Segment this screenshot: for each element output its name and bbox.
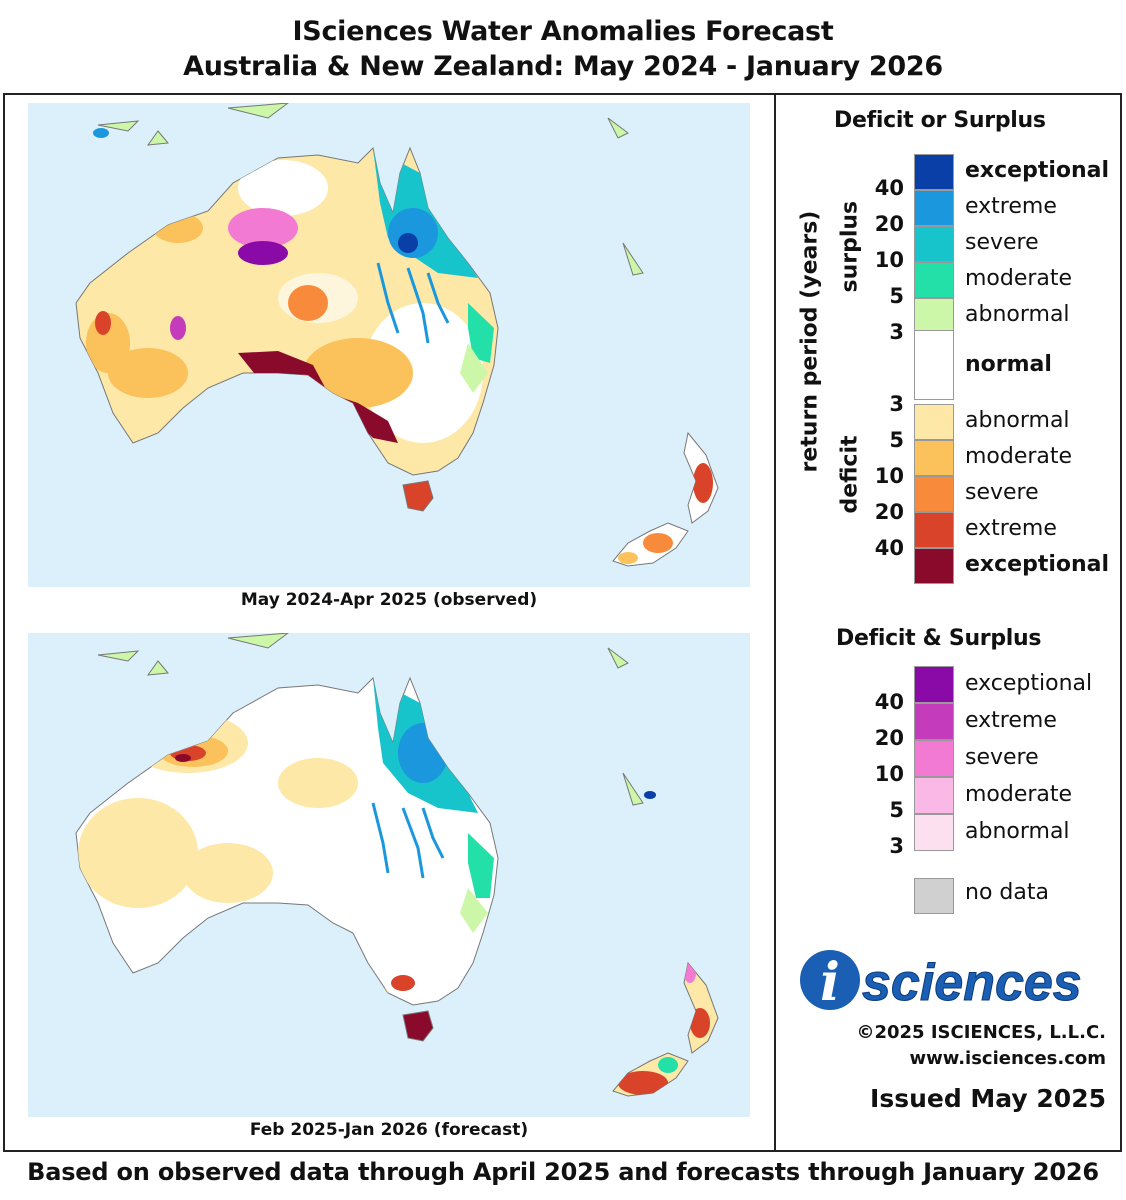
legend-surplus-label-extreme: extreme — [965, 194, 1057, 219]
legend-deficit-swatch-abnormal — [914, 404, 954, 440]
forecast-map-caption: Feb 2025-Jan 2026 (forecast) — [249, 1120, 529, 1140]
legend-deficit-label-moderate: moderate — [965, 444, 1073, 469]
new-zealand — [612, 961, 719, 1097]
legend-surplus-tick: 10 — [874, 248, 904, 272]
legend-deficit-tick: 40 — [874, 536, 904, 560]
legend-deficit-label: deficit — [837, 435, 863, 514]
panel-divider — [774, 93, 776, 1152]
legend-surplus-swatch-exceptional — [914, 154, 954, 190]
legend-deficit-swatch-exceptional — [914, 548, 954, 584]
legend-both-swatch-exceptional — [914, 666, 954, 703]
legend-both-label-abnormal: abnormal — [965, 818, 1070, 844]
legend-label-no-data: no data — [965, 880, 1049, 905]
legend-surplus-tick: 20 — [874, 212, 904, 236]
legend-both-tick: 40 — [874, 690, 904, 714]
legend-deficit-tick: 10 — [874, 464, 904, 488]
legend-swatch-no-data — [914, 878, 954, 914]
legend-both-label-moderate: moderate — [965, 781, 1073, 807]
footer-note: Based on observed data through April 202… — [27, 1158, 1099, 1186]
observed-map-caption: May 2024-Apr 2025 (observed) — [240, 590, 538, 610]
legend-both-swatch-extreme — [914, 703, 954, 740]
legend-surplus-label-exceptional: exceptional — [965, 158, 1110, 183]
legend-surplus-swatch-extreme — [914, 190, 954, 226]
legend-deficit-tick: 20 — [874, 500, 904, 524]
legend-both-label-severe: severe — [965, 744, 1039, 770]
legend-surplus-swatch-abnormal — [914, 298, 954, 334]
legend-deficit-tick: 5 — [889, 428, 904, 452]
legend-deficit-label-abnormal: abnormal — [965, 408, 1070, 433]
legend-surplus-swatch-moderate — [914, 262, 954, 298]
legend-both-tick: 20 — [874, 726, 904, 750]
legend-surplus-tick: 3 — [889, 320, 904, 344]
legend-title-deficit-and-surplus: Deficit & Surplus — [836, 626, 1042, 651]
legend-both-tick: 5 — [889, 798, 904, 822]
legend-surplus-swatch-severe — [914, 226, 954, 262]
legend-surplus-tick: 5 — [889, 284, 904, 308]
legend-both-swatch-severe — [914, 740, 954, 777]
legend-both-label-exceptional: exceptional — [965, 670, 1093, 696]
legend-deficit-label-exceptional: exceptional — [965, 552, 1110, 577]
new-zealand — [612, 431, 719, 567]
legend-title-deficit-or-surplus: Deficit or Surplus — [834, 108, 1046, 133]
observed-anomaly-map — [28, 103, 750, 587]
logo-letter: i — [820, 952, 840, 1012]
legend-deficit-label-extreme: extreme — [965, 516, 1057, 541]
legend-surplus-label: surplus — [837, 200, 863, 293]
legend-label-normal: normal — [965, 352, 1052, 377]
legend-deficit-swatch-severe — [914, 476, 954, 512]
tasmania — [402, 480, 434, 512]
figure-frame — [3, 93, 1122, 1152]
forecast-anomaly-map — [28, 633, 750, 1117]
copyright: ©2025 ISCIENCES, L.L.C. — [856, 1022, 1106, 1043]
legend-deficit-swatch-extreme — [914, 512, 954, 548]
isciences-logo: i sciences — [800, 950, 1082, 1012]
legend-axis-label: return period (years) — [797, 210, 823, 473]
legend-surplus-tick: 40 — [874, 176, 904, 200]
legend-surplus-label-moderate: moderate — [965, 266, 1073, 291]
website: www.isciences.com — [909, 1048, 1106, 1069]
legend-deficit-label-severe: severe — [965, 480, 1039, 505]
legend-both-tick: 10 — [874, 762, 904, 786]
legend-both-tick: 3 — [889, 834, 904, 858]
legend-surplus-label-abnormal: abnormal — [965, 302, 1070, 327]
legend-both-label-extreme: extreme — [965, 707, 1057, 733]
legend-both-swatch-abnormal — [914, 814, 954, 851]
tasmania — [402, 1010, 434, 1042]
legend-deficit-swatch-moderate — [914, 440, 954, 476]
map-subtitle: Australia & New Zealand: May 2024 - Janu… — [183, 51, 943, 82]
issued-date: Issued May 2025 — [870, 1084, 1106, 1113]
legend-deficit-tick: 3 — [889, 392, 904, 416]
legend-swatch-normal — [914, 330, 954, 400]
legend-both-swatch-moderate — [914, 777, 954, 814]
map-title: ISciences Water Anomalies Forecast — [292, 16, 834, 47]
legend-surplus-label-severe: severe — [965, 230, 1039, 255]
logo-wordmark: sciences — [862, 954, 1082, 1012]
